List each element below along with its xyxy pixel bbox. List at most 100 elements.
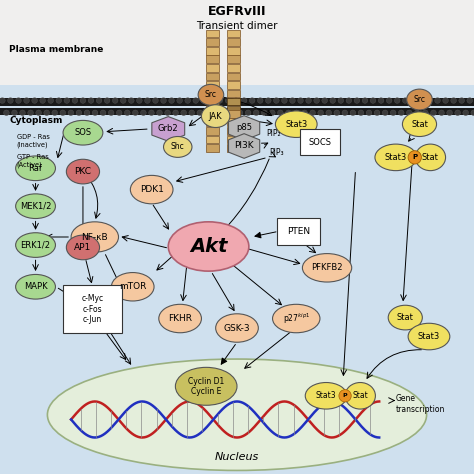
Circle shape (185, 98, 191, 103)
Circle shape (257, 98, 263, 103)
Text: Src: Src (413, 95, 426, 104)
Ellipse shape (175, 367, 237, 405)
Bar (0, 85, 474, 474)
Bar (206, 110, 219, 118)
Circle shape (213, 110, 219, 116)
Circle shape (330, 98, 336, 103)
Bar (206, 98, 219, 105)
Circle shape (241, 98, 247, 103)
Text: Grb2: Grb2 (158, 125, 179, 133)
Text: PDK1: PDK1 (140, 185, 164, 194)
Circle shape (310, 110, 316, 116)
Circle shape (382, 110, 388, 116)
Circle shape (233, 98, 239, 103)
Text: Nucleus: Nucleus (215, 452, 259, 463)
Circle shape (253, 110, 259, 116)
Bar (0, 0, 474, 85)
Ellipse shape (66, 235, 100, 260)
Circle shape (36, 110, 42, 116)
Circle shape (48, 98, 54, 103)
Ellipse shape (388, 305, 422, 330)
Bar (206, 144, 219, 152)
Text: Raf: Raf (28, 164, 43, 173)
Circle shape (120, 98, 126, 103)
Circle shape (273, 98, 279, 103)
Circle shape (193, 98, 199, 103)
Bar (227, 127, 240, 135)
Ellipse shape (198, 84, 224, 105)
Ellipse shape (408, 151, 421, 164)
Text: GSK-3: GSK-3 (224, 324, 250, 332)
Circle shape (141, 110, 146, 116)
Circle shape (16, 98, 21, 103)
Text: Stat: Stat (352, 392, 368, 400)
Circle shape (447, 110, 452, 116)
Text: Gene
transcription: Gene transcription (396, 394, 445, 413)
Circle shape (88, 98, 94, 103)
Circle shape (201, 98, 207, 103)
Circle shape (278, 110, 283, 116)
Polygon shape (152, 117, 185, 141)
Circle shape (8, 98, 13, 103)
Bar (227, 38, 240, 46)
Circle shape (165, 110, 171, 116)
Circle shape (109, 110, 114, 116)
Circle shape (402, 98, 408, 103)
Text: Transient dimer: Transient dimer (196, 21, 278, 31)
Bar (206, 73, 219, 80)
Circle shape (44, 110, 49, 116)
Circle shape (64, 98, 70, 103)
Circle shape (137, 98, 142, 103)
Text: Stat: Stat (411, 120, 428, 128)
Circle shape (149, 110, 155, 116)
Circle shape (56, 98, 62, 103)
Ellipse shape (302, 254, 352, 282)
Circle shape (285, 110, 291, 116)
Text: c-Myc
c-Fos
c-Jun: c-Myc c-Fos c-Jun (82, 294, 103, 324)
Bar (0, 108, 474, 115)
Circle shape (366, 110, 372, 116)
Text: Stat3: Stat3 (285, 120, 307, 128)
Circle shape (406, 110, 412, 116)
Text: Plasma membrane: Plasma membrane (9, 46, 104, 54)
Circle shape (40, 98, 46, 103)
Bar (227, 30, 240, 37)
Ellipse shape (63, 120, 103, 145)
Bar (206, 47, 219, 55)
Text: PIP₃: PIP₃ (269, 148, 283, 157)
Text: GTP - Ras
(Active): GTP - Ras (Active) (17, 155, 48, 168)
Text: EGFRvIII: EGFRvIII (208, 5, 266, 18)
Circle shape (398, 110, 404, 116)
Circle shape (96, 98, 102, 103)
Bar (206, 136, 219, 143)
Circle shape (128, 98, 134, 103)
Ellipse shape (47, 359, 427, 470)
Circle shape (318, 110, 323, 116)
Text: PI3K: PI3K (234, 142, 254, 150)
Circle shape (173, 110, 178, 116)
Circle shape (414, 110, 420, 116)
Circle shape (370, 98, 376, 103)
Circle shape (438, 110, 444, 116)
Bar (227, 73, 240, 80)
Circle shape (229, 110, 235, 116)
Circle shape (124, 110, 130, 116)
Ellipse shape (16, 274, 55, 299)
Circle shape (100, 110, 106, 116)
Circle shape (225, 98, 231, 103)
Circle shape (471, 110, 474, 116)
Text: ERK1/2: ERK1/2 (20, 241, 51, 249)
Ellipse shape (273, 304, 320, 333)
Text: Stat: Stat (397, 313, 414, 322)
Circle shape (350, 110, 356, 116)
Text: Stat3: Stat3 (418, 332, 440, 341)
Circle shape (92, 110, 98, 116)
Text: P: P (412, 155, 417, 160)
Circle shape (112, 98, 118, 103)
Circle shape (76, 110, 82, 116)
Ellipse shape (71, 222, 118, 252)
Circle shape (60, 110, 65, 116)
Circle shape (177, 98, 182, 103)
Ellipse shape (66, 159, 100, 184)
Bar (227, 136, 240, 143)
